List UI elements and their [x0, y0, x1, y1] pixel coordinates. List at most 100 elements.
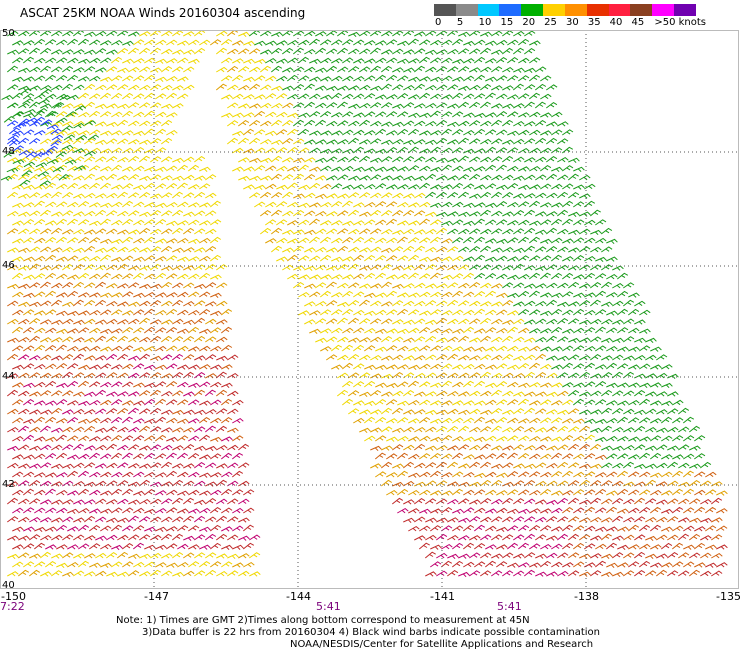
wind-barb	[106, 192, 118, 199]
wind-barb	[72, 299, 84, 307]
wind-barb	[133, 165, 145, 172]
wind-barb	[55, 452, 68, 460]
wind-barb	[199, 237, 211, 244]
wind-barb	[51, 390, 63, 397]
wind-barb	[254, 147, 266, 154]
wind-barb	[381, 318, 393, 325]
wind-barb	[106, 499, 118, 505]
wind-barb	[606, 453, 618, 460]
wind-barb	[458, 481, 470, 488]
wind-barb	[326, 247, 338, 253]
wind-barb	[479, 101, 491, 109]
wind-barb	[661, 364, 673, 370]
wind-barb	[551, 507, 563, 514]
wind-barb	[462, 272, 475, 280]
wind-barb	[55, 524, 68, 532]
wind-barb	[579, 409, 591, 415]
wind-barb	[452, 417, 464, 424]
wind-barb	[89, 471, 101, 478]
wind-barb	[1, 94, 13, 101]
wind-barb	[474, 328, 486, 334]
wind-barb	[216, 300, 228, 307]
wind-barb	[172, 427, 184, 433]
wind-barb	[710, 497, 723, 505]
wind-barb	[205, 408, 217, 415]
wind-barb	[7, 318, 19, 325]
wind-barb	[259, 65, 272, 73]
wind-barb	[451, 290, 464, 298]
wind-barb	[51, 319, 63, 326]
wind-barb	[34, 237, 46, 244]
wind-barb	[29, 192, 41, 199]
wind-barb	[46, 158, 59, 165]
wind-barb	[711, 481, 723, 487]
wind-barb	[66, 380, 79, 388]
wind-barb	[62, 65, 74, 73]
wind-barb	[121, 200, 134, 208]
wind-barb	[106, 156, 118, 163]
wind-barb	[557, 301, 569, 308]
wind-barb	[529, 184, 541, 190]
wind-barb	[639, 489, 651, 496]
wind-barb	[117, 534, 129, 541]
wind-barb	[612, 282, 624, 289]
wind-barb	[231, 470, 244, 478]
wind-barb	[568, 426, 580, 433]
wind-barb	[44, 182, 57, 190]
wind-barb	[474, 472, 486, 479]
wind-barb	[292, 173, 305, 181]
wind-barb	[529, 309, 541, 316]
wind-barb	[644, 479, 657, 487]
wind-barb	[18, 228, 30, 235]
wind-barb	[546, 192, 558, 199]
wind-barb	[166, 327, 178, 334]
wind-barb	[336, 389, 349, 397]
wind-barb	[667, 534, 679, 541]
wind-barb	[463, 346, 475, 352]
wind-barb	[116, 263, 129, 271]
wind-barb	[320, 183, 332, 190]
wind-barb	[341, 398, 354, 406]
wind-barb	[353, 75, 365, 82]
wind-barb	[447, 157, 459, 164]
wind-barb	[425, 391, 437, 397]
wind-barb	[661, 471, 673, 478]
wind-barb	[270, 155, 283, 163]
wind-barb	[84, 210, 96, 217]
wind-barb	[606, 292, 618, 298]
wind-barb	[232, 58, 244, 64]
wind-barb	[12, 57, 24, 64]
wind-barb	[370, 246, 382, 253]
wind-barb	[150, 156, 162, 163]
wind-barb	[528, 290, 540, 298]
wind-barb	[150, 174, 162, 181]
legend-stop-label: 45	[631, 17, 645, 28]
wind-barb	[557, 355, 569, 361]
wind-barb	[133, 201, 145, 208]
wind-barb	[205, 516, 217, 523]
wind-barb	[359, 283, 371, 289]
wind-barb	[370, 300, 382, 307]
wind-barb	[628, 471, 640, 478]
wind-barb	[386, 237, 398, 244]
wind-barb	[353, 220, 365, 226]
wind-barb	[353, 93, 365, 100]
wind-barb	[188, 435, 200, 442]
wind-barb	[84, 31, 96, 37]
wind-barb	[84, 120, 97, 126]
wind-barb	[210, 436, 222, 443]
wind-barb	[628, 292, 640, 298]
wind-barb	[166, 165, 178, 172]
wind-barb	[452, 201, 464, 208]
wind-barb	[524, 391, 536, 397]
wind-barb	[150, 228, 162, 235]
wind-barb	[139, 408, 151, 415]
wind-barb	[524, 138, 536, 145]
wind-barb	[561, 272, 574, 280]
wind-barb	[64, 159, 77, 165]
wind-barb	[392, 84, 404, 91]
wind-barb	[375, 435, 387, 442]
wind-barb	[139, 498, 151, 505]
wind-barb	[469, 372, 481, 379]
wind-barb	[628, 454, 640, 460]
